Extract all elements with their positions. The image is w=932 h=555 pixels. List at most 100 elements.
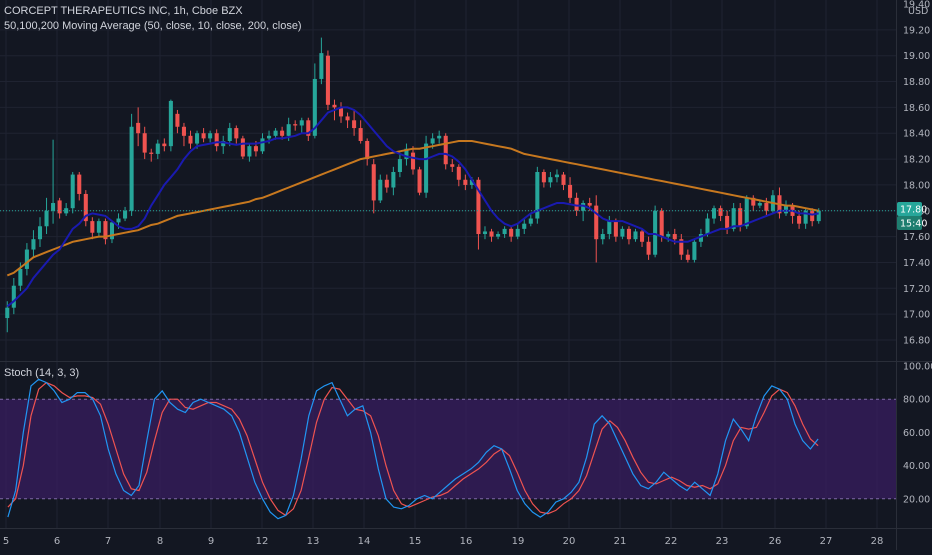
candle-body (711, 208, 717, 219)
candle-body (613, 221, 618, 237)
candle-body (482, 231, 488, 235)
moving-average-legend[interactable]: 50,100,200 Moving Average (50, close, 10… (4, 20, 302, 32)
candle-body (293, 124, 298, 126)
candle-body (44, 210, 49, 227)
candle-body (803, 210, 808, 224)
price-tick-label: 18.40 (903, 129, 930, 140)
candle-body (168, 100, 173, 147)
stochastic-tick-label: 20.00 (903, 494, 930, 505)
bar-countdown: 15:40 (900, 219, 927, 230)
last-price-badge: 17.80 15:40 (897, 202, 927, 230)
time-tick-label: 6 (54, 536, 60, 547)
candle-body (810, 210, 815, 222)
price-axis[interactable]: 16.80 17.00 17.20 17.40 17.60 17.80 18.00 18.20… (903, 0, 930, 347)
candle-body (103, 221, 108, 240)
symbol-title[interactable]: CORCEPT THERAPEUTICS INC, 1h, Cboe BZX (4, 5, 243, 17)
price-tick-label: 18.00 (903, 180, 930, 191)
candle-body (234, 128, 239, 139)
candle-body (306, 120, 311, 136)
candle-body (581, 203, 586, 211)
candle-body (561, 174, 566, 185)
candle-body (286, 124, 291, 136)
candle-body (640, 231, 645, 242)
stochastic-axis[interactable]: 20.00 40.00 60.00 80.00 100.00 (903, 362, 932, 506)
price-tick-label: 19.20 (903, 25, 930, 36)
candle-body (181, 126, 186, 136)
price-tick-label: 18.20 (903, 155, 930, 166)
candle-body (554, 174, 559, 178)
candle-body (535, 172, 540, 219)
candle-body (332, 104, 337, 108)
candle-body (312, 78, 317, 136)
candle-body (509, 228, 514, 237)
price-tick-label: 19.00 (903, 51, 930, 62)
candle-body (692, 241, 697, 260)
time-tick-label: 13 (307, 536, 320, 547)
candle-body (273, 130, 278, 136)
time-tick-label: 15 (409, 536, 422, 547)
candle-body (698, 234, 703, 242)
price-tick-label: 19.40 (903, 0, 930, 11)
candle-body (646, 241, 651, 255)
candle-body (378, 179, 383, 201)
candle-body (672, 234, 677, 240)
candle-body (83, 193, 88, 222)
moving-average-fast-line (6, 106, 819, 308)
time-tick-label: 16 (460, 536, 473, 547)
candle-body (410, 152, 416, 170)
candle-body (463, 179, 468, 185)
candle-body (450, 164, 455, 167)
candle-body (371, 164, 376, 201)
candle-body (5, 307, 10, 319)
price-tick-label: 17.60 (903, 232, 930, 243)
candle-body (738, 208, 743, 227)
candle-body (195, 133, 200, 144)
candle-body (338, 107, 344, 117)
candle-body (489, 231, 494, 237)
candle-body (221, 140, 226, 147)
candle-body (744, 197, 749, 227)
time-tick-label: 22 (665, 536, 678, 547)
time-tick-label: 27 (820, 536, 833, 547)
price-tick-label: 18.60 (903, 103, 930, 114)
price-tick-label: 17.00 (903, 310, 930, 321)
stochastic-tick-label: 80.00 (903, 395, 930, 406)
candle-body (541, 172, 546, 183)
candle-body (116, 218, 121, 223)
candle-body (280, 130, 285, 136)
candle-body (391, 172, 396, 188)
candle-body (208, 133, 213, 139)
time-axis[interactable]: 5 6 7 8 9 12 13 14 15 16 19 20 21 22 23 26 27 28 (3, 536, 884, 547)
candle-body (528, 218, 533, 224)
candle-body (77, 174, 82, 194)
time-tick-label: 12 (256, 536, 269, 547)
time-tick-label: 19 (512, 536, 525, 547)
time-tick-label: 8 (157, 536, 163, 547)
candle-body (162, 143, 167, 147)
time-tick-label: 14 (358, 536, 371, 547)
candle-body (188, 135, 193, 144)
candle-body (568, 184, 573, 198)
candle-body (633, 231, 638, 240)
stochastic-legend[interactable]: Stoch (14, 3, 3) (4, 367, 80, 379)
candle-body (456, 166, 461, 180)
candle-body (705, 218, 710, 235)
candle-body (751, 197, 756, 206)
candle-body (345, 116, 350, 121)
candle-body (587, 203, 592, 206)
candle-body (90, 221, 95, 233)
candle-body (600, 234, 605, 240)
last-price-badge-bg (897, 202, 922, 216)
candle-body (129, 126, 134, 211)
candle-body (37, 226, 43, 240)
candle-body (70, 174, 75, 209)
candle-body (175, 113, 180, 127)
candle-body (352, 120, 357, 129)
candle-body (18, 268, 23, 286)
candle-body (267, 135, 272, 139)
candle-body (11, 285, 16, 308)
stochastic-tick-label: 60.00 (903, 428, 930, 439)
time-tick-label: 9 (208, 536, 214, 547)
candle-body (260, 138, 265, 152)
